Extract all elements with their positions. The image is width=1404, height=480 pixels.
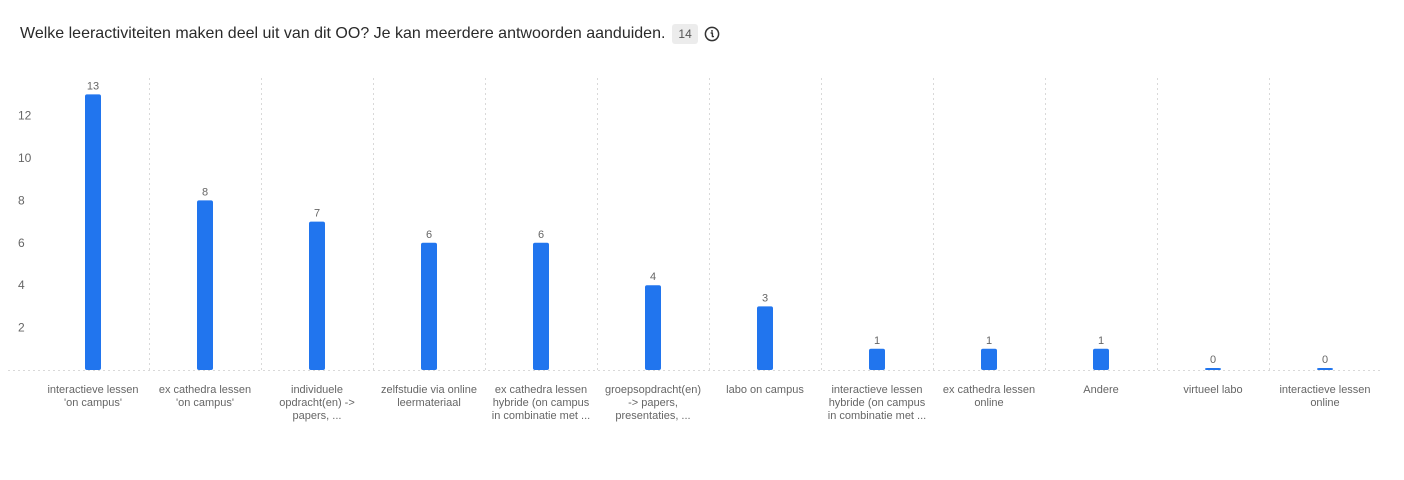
y-tick-label: 4 [18, 278, 25, 292]
x-tick-label-line: hybride (on campus [493, 397, 590, 409]
x-tick-label-line: ex cathedra lessen [495, 384, 587, 396]
question-title: Welke leeractiviteiten maken deel uit va… [20, 25, 666, 42]
x-tick-label-line: Andere [1083, 384, 1118, 396]
x-tick-label-line: -> papers, [628, 397, 678, 409]
bar[interactable] [869, 348, 885, 370]
x-tick-label-line: labo on campus [726, 384, 804, 396]
data-label: 1 [874, 335, 880, 347]
x-tick-label: interactieve lessen online [1279, 384, 1370, 409]
x-tick-label: labo on campus [726, 384, 804, 396]
data-label: 1 [986, 335, 992, 347]
x-tick-label: zelfstudie via online leermateriaal [381, 384, 477, 409]
data-label: 1 [1098, 335, 1104, 347]
x-tick-label-line: 'on campus' [176, 397, 234, 409]
x-tick-label-line: 'on campus' [64, 397, 122, 409]
x-tick-label-line: hybride (on campus [829, 397, 926, 409]
x-tick-label: interactieve lessen hybride (on campus in … [828, 384, 926, 422]
bar[interactable] [645, 285, 661, 370]
data-label: 6 [426, 229, 432, 241]
y-tick-label: 10 [18, 151, 32, 165]
x-tick-label: groepsopdracht(en) -> papers, presentaties… [605, 384, 701, 422]
x-tick-label-line: leermateriaal [397, 397, 461, 409]
response-count-badge: 14 [672, 24, 698, 44]
data-label: 0 [1210, 354, 1216, 366]
data-label: 3 [762, 292, 768, 304]
x-tick-label-line: zelfstudie via online [381, 384, 477, 396]
x-tick-label-line: ex cathedra lessen [943, 384, 1035, 396]
x-tick-label: ex cathedra lessen'on campus' [159, 384, 251, 409]
bar[interactable] [85, 94, 101, 371]
x-tick-label-line: groepsopdracht(en) [605, 384, 701, 396]
data-label: 7 [314, 208, 320, 220]
x-tick-label-line: in combinatie met ... [828, 410, 926, 422]
x-tick-label-line: virtueel labo [1183, 384, 1242, 396]
x-tick-label-line: papers, ... [293, 410, 342, 422]
x-tick-label-line: in combinatie met ... [492, 410, 590, 422]
x-tick-label: ex cathedra lessen online [943, 384, 1035, 409]
x-tick-label: interactieve lessen'on campus' [47, 384, 138, 409]
x-tick-label-line: interactieve lessen [1279, 384, 1370, 396]
bar[interactable] [533, 242, 549, 370]
bar[interactable] [1317, 368, 1333, 370]
data-label: 8 [202, 186, 208, 198]
data-label: 0 [1322, 354, 1328, 366]
data-label: 6 [538, 229, 544, 241]
x-tick-label-line: interactieve lessen [831, 384, 922, 396]
data-label: 4 [650, 271, 656, 283]
x-tick-label: virtueel labo [1183, 384, 1242, 396]
x-tick-label: individuele opdracht(en) -> papers, ... [279, 384, 355, 422]
x-tick-label-line: interactieve lessen [47, 384, 138, 396]
x-tick-label-line: online [974, 397, 1003, 409]
y-tick-label: 12 [18, 109, 32, 123]
x-tick-label-line: ex cathedra lessen [159, 384, 251, 396]
bar[interactable] [197, 200, 213, 370]
y-tick-label: 8 [18, 193, 25, 207]
bar[interactable] [1205, 368, 1221, 370]
x-tick-label-line: individuele [291, 384, 343, 396]
x-tick-label-line: online [1310, 397, 1339, 409]
x-tick-label-line: presentaties, ... [615, 410, 690, 422]
x-tick-label: ex cathedra lessen hybride (on campus in c… [492, 384, 590, 422]
bar[interactable] [757, 306, 773, 370]
y-tick-label: 2 [18, 321, 25, 335]
bar[interactable] [981, 348, 997, 370]
question-header: Welke leeractiviteiten maken deel uit va… [20, 22, 720, 46]
x-tick-label-line: opdracht(en) -> [279, 397, 355, 409]
x-tick-label: Andere [1083, 384, 1118, 396]
bar[interactable] [1093, 348, 1109, 370]
bar[interactable] [421, 242, 437, 370]
y-tick-label: 6 [18, 236, 25, 250]
info-icon[interactable] [704, 26, 720, 42]
data-label: 13 [87, 80, 99, 92]
bar[interactable] [309, 221, 325, 370]
